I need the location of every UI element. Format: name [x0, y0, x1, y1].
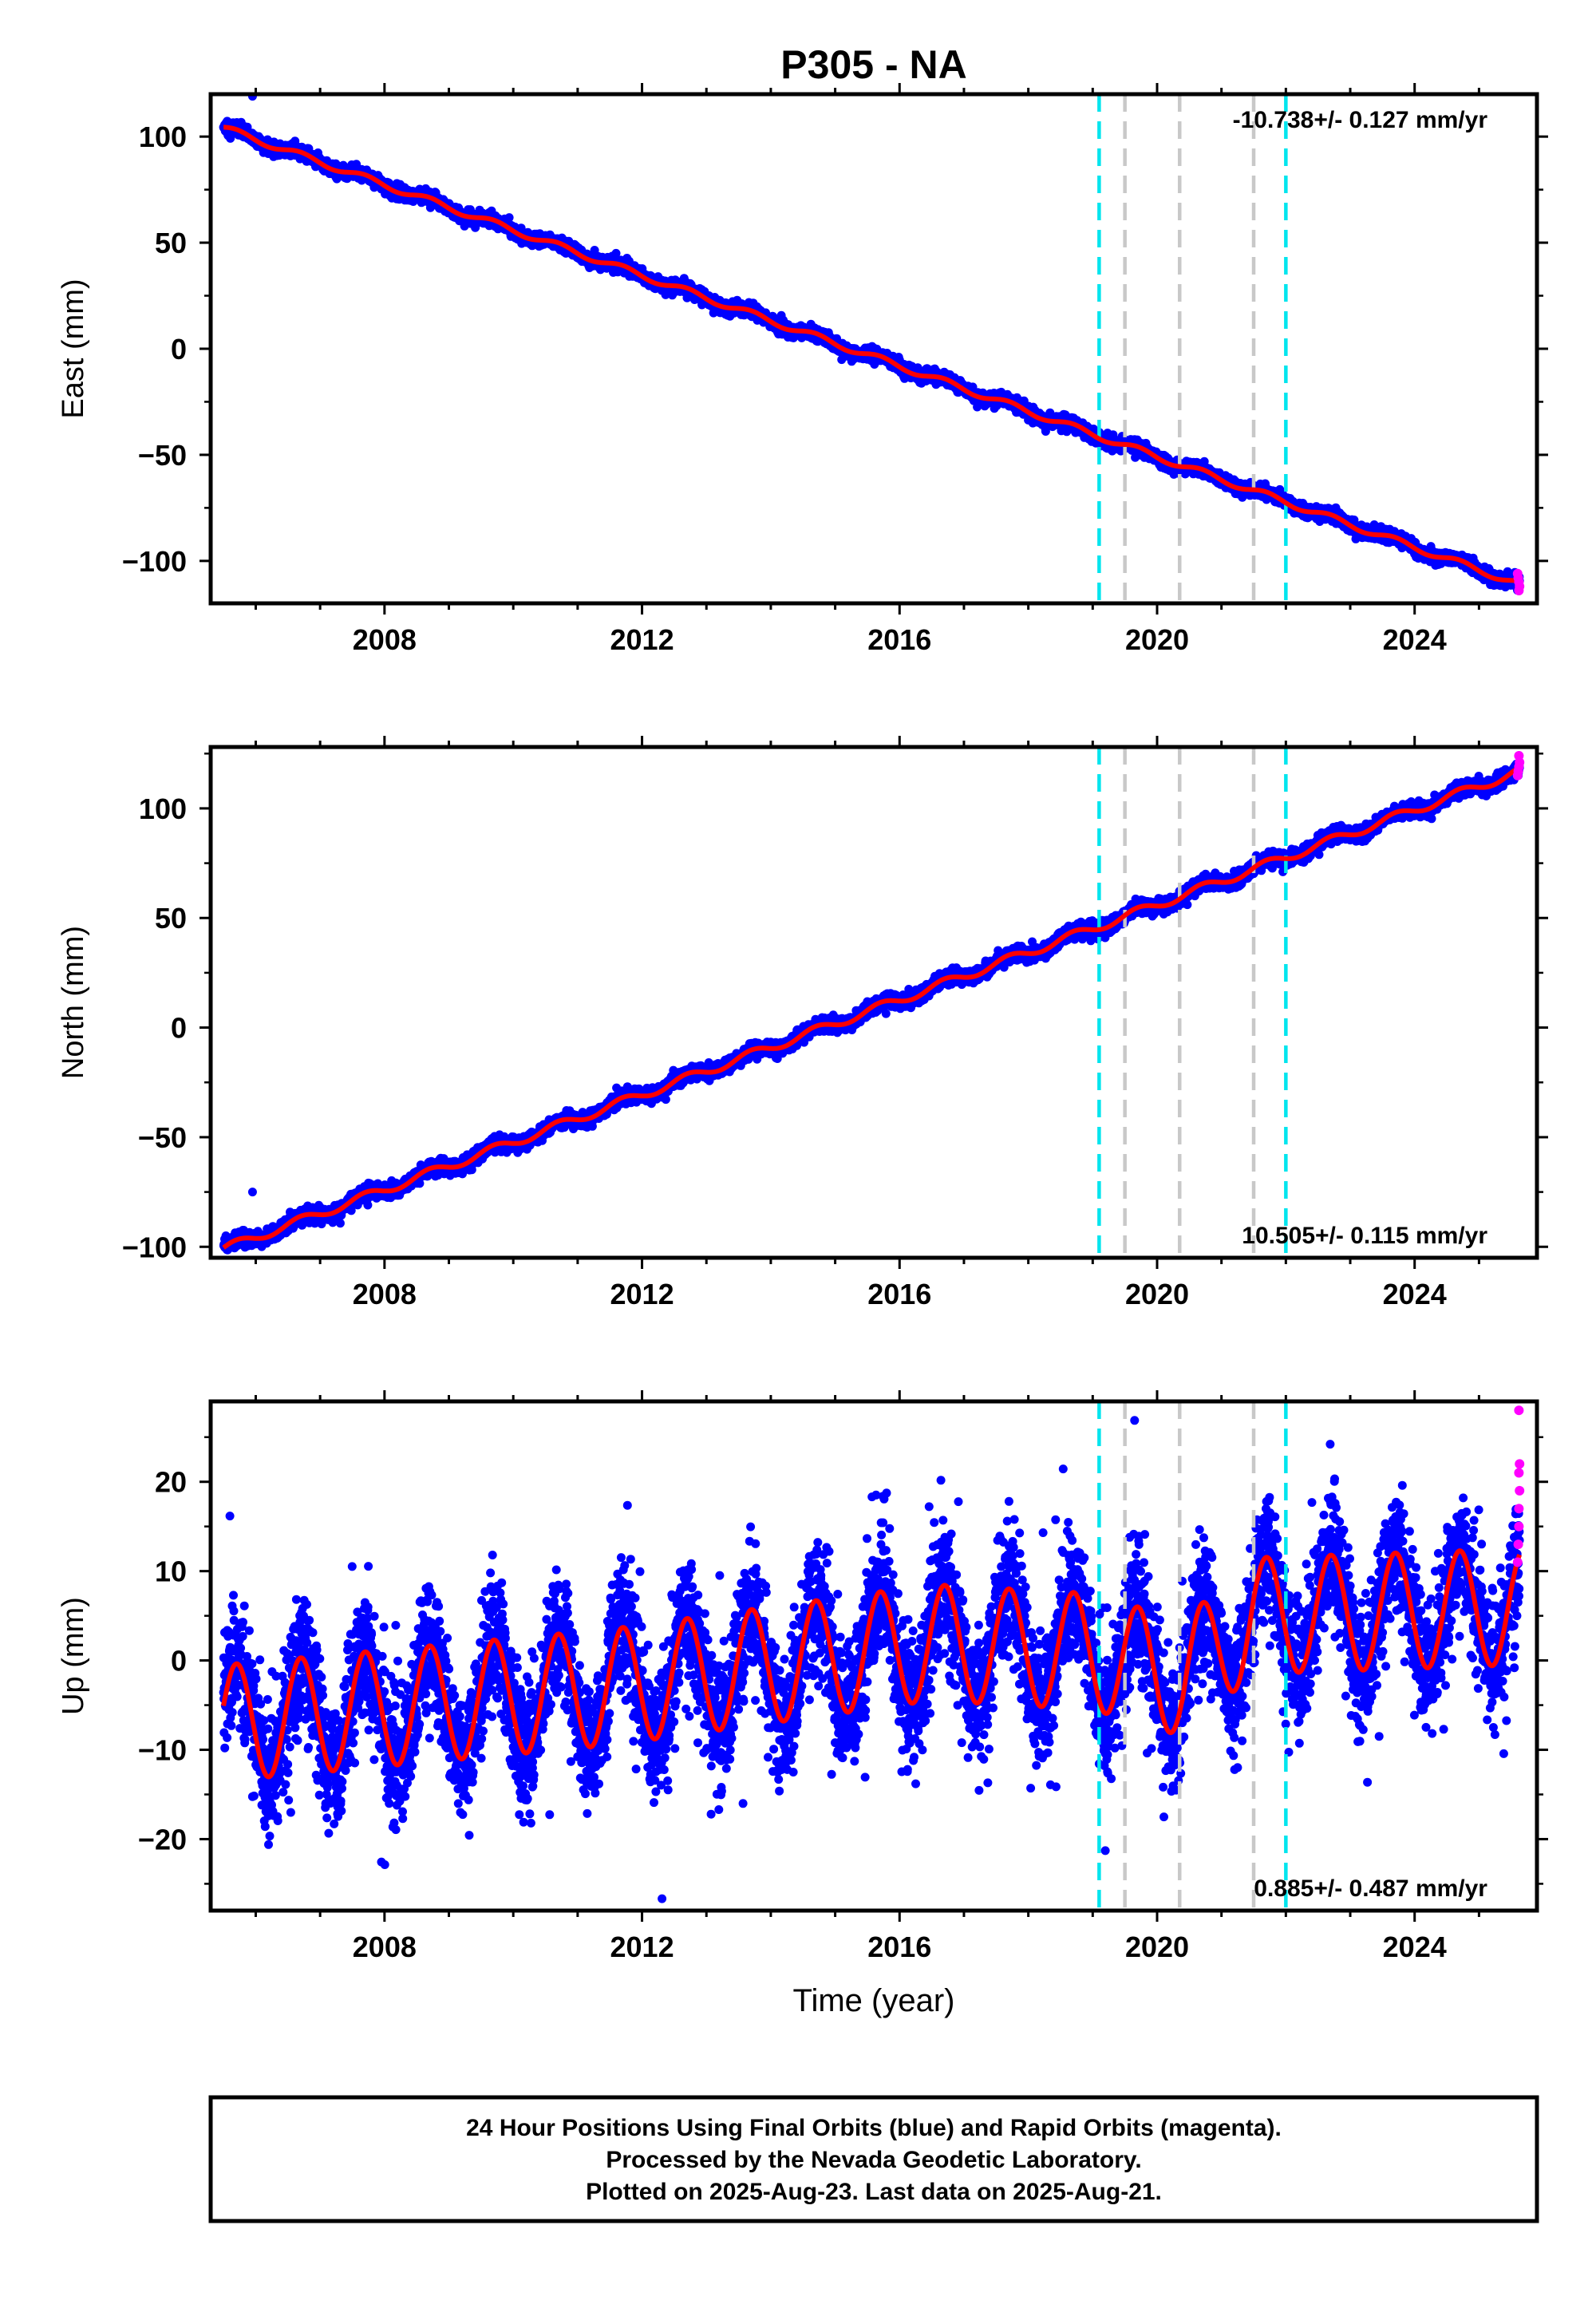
figure-title: P305 - NA: [780, 42, 966, 87]
east-final-orbit-point: [504, 213, 514, 223]
